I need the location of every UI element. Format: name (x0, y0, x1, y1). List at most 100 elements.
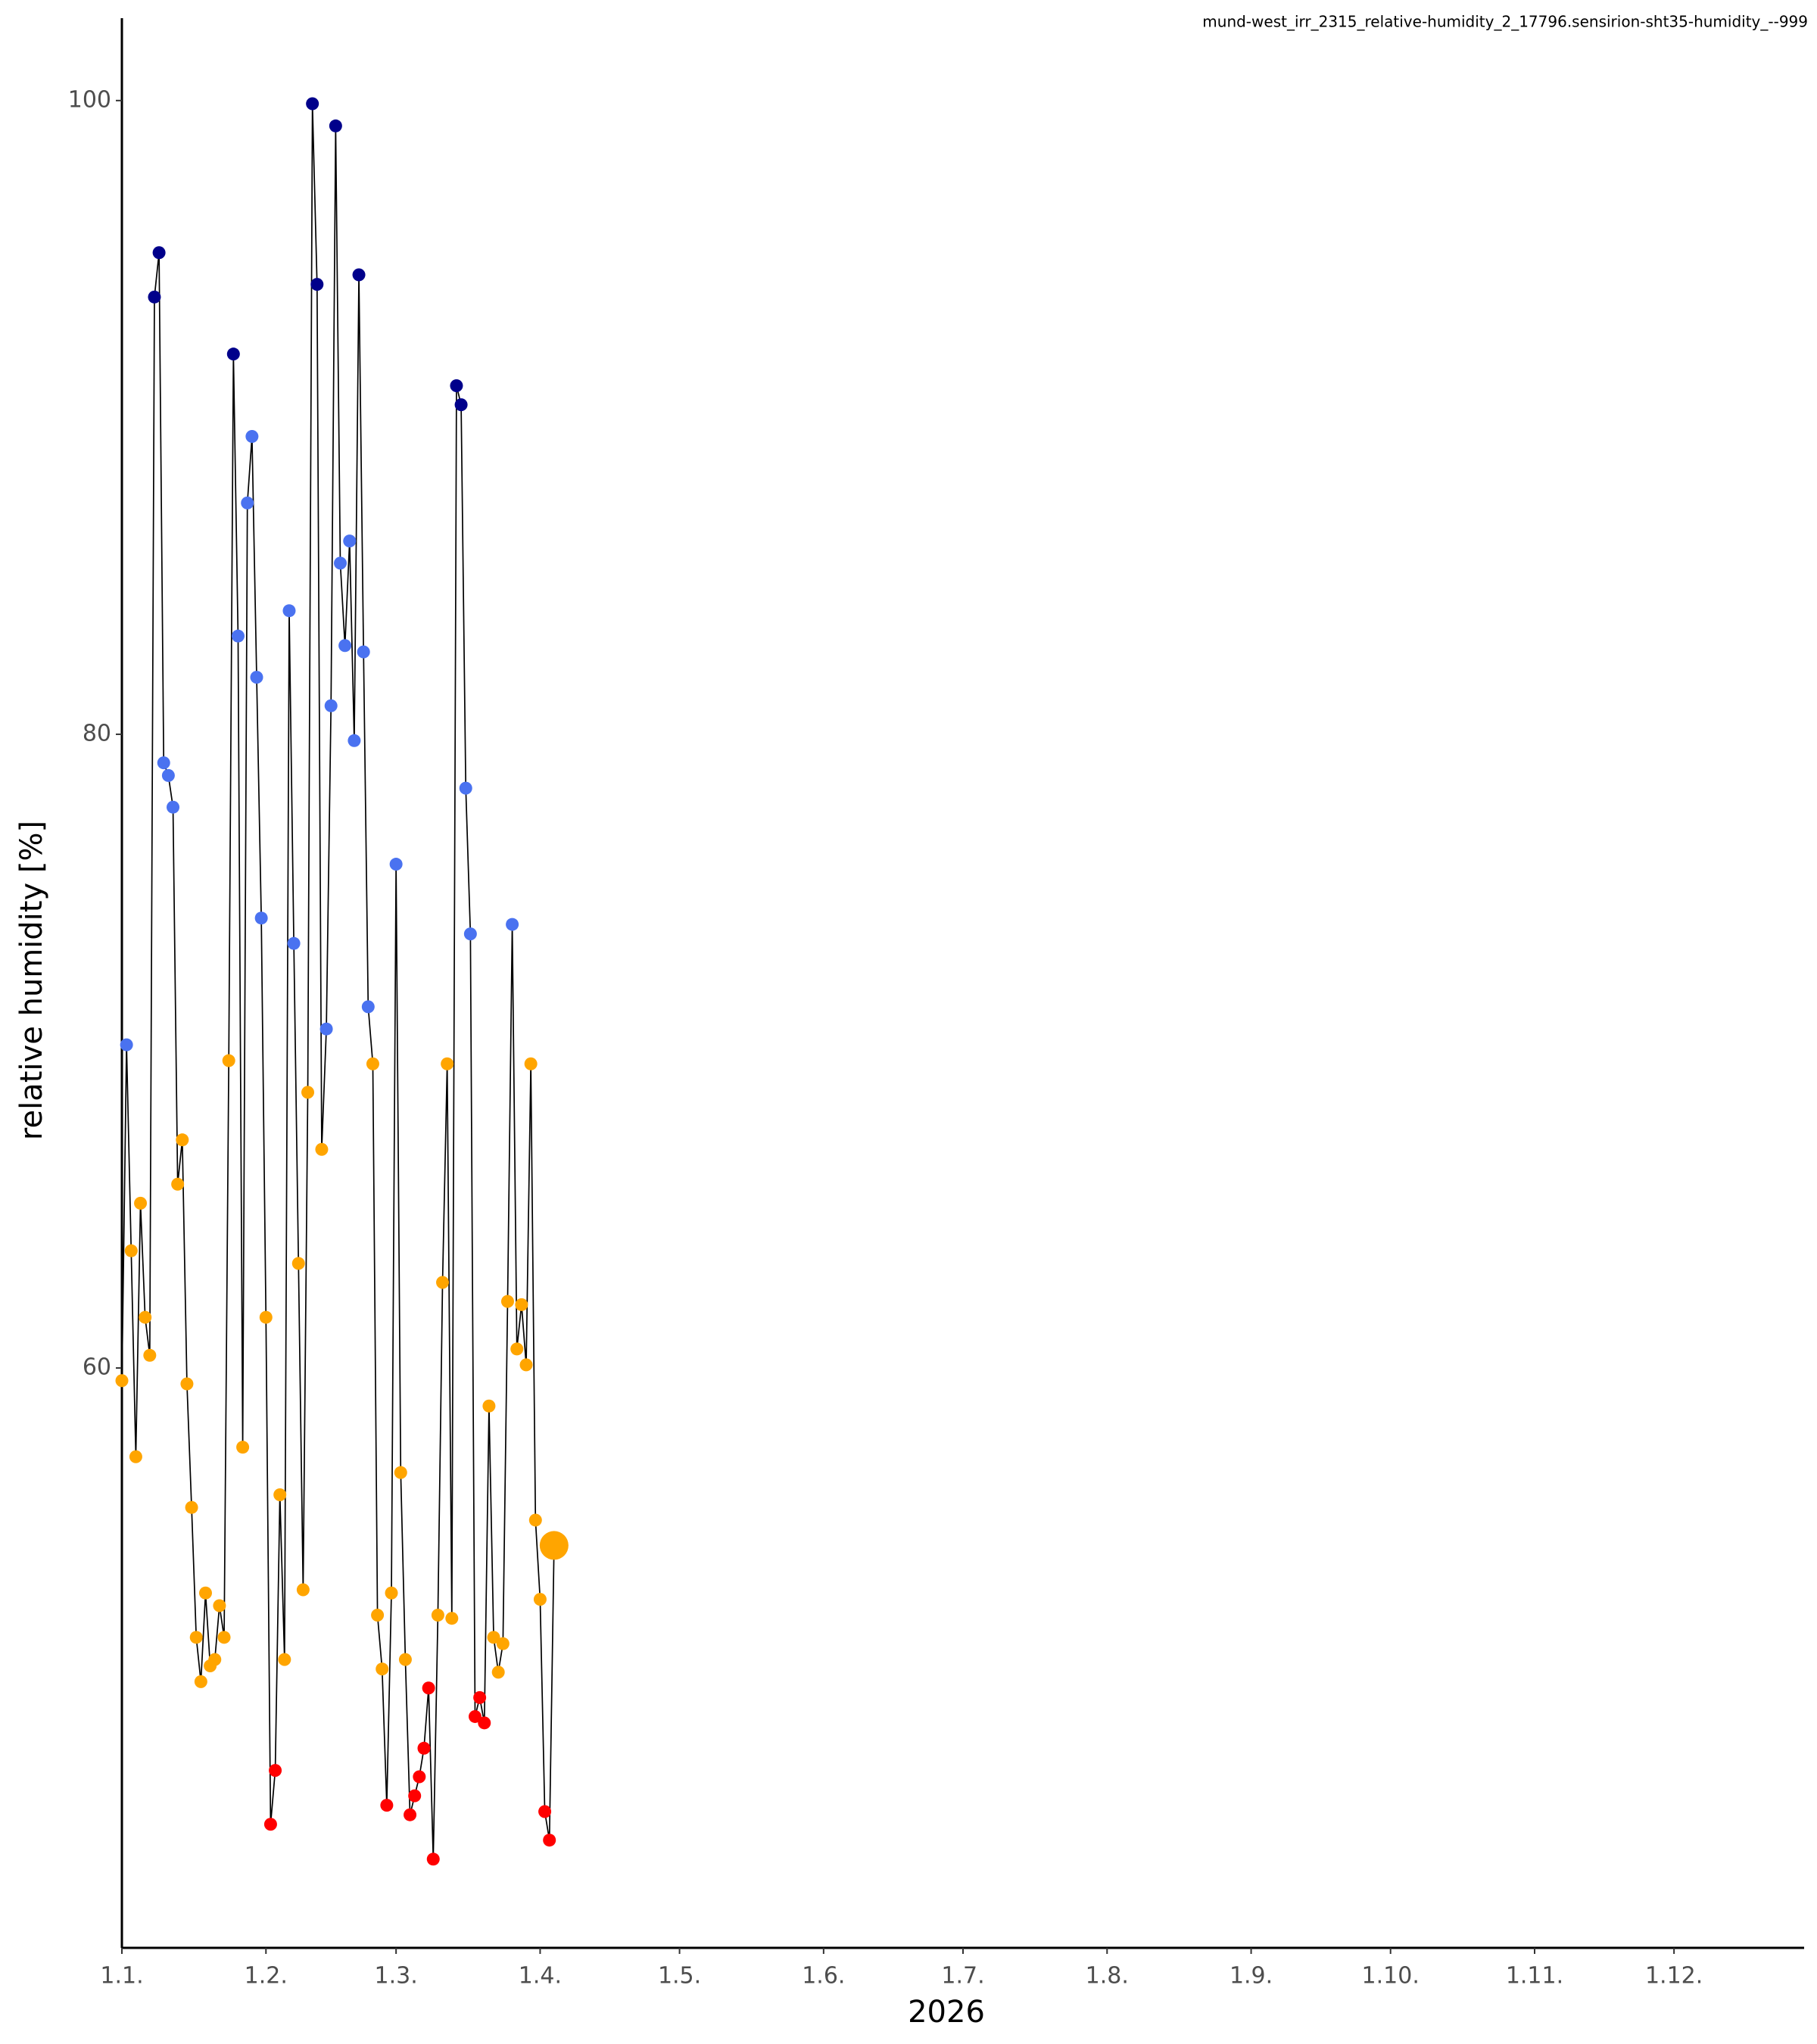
point (250, 671, 263, 684)
y-axis-title: relative humidity [%] (14, 821, 49, 1140)
x-tick-label: 1.12. (1645, 1963, 1703, 1989)
point (296, 1583, 310, 1597)
point (473, 1690, 487, 1704)
highlight-point (539, 1531, 569, 1560)
point (291, 1257, 305, 1270)
x-tick-label: 1.6. (802, 1963, 845, 1989)
x-tick-label: 1.10. (1362, 1963, 1420, 1989)
point (506, 918, 519, 931)
point (459, 781, 472, 795)
point (217, 1631, 231, 1644)
point (454, 398, 468, 412)
point (148, 290, 161, 304)
point (510, 1342, 524, 1356)
point (343, 534, 357, 548)
x-tick-label: 1.4. (519, 1963, 562, 1989)
point (445, 1612, 459, 1625)
point (376, 1662, 389, 1676)
point (161, 768, 175, 782)
point (482, 1399, 496, 1413)
point (348, 734, 361, 747)
point (180, 1377, 194, 1391)
x-tick-label: 1.2. (245, 1963, 288, 1989)
point (222, 1054, 235, 1067)
point (389, 858, 403, 871)
point (245, 429, 259, 443)
x-tick-label: 1.8. (1086, 1963, 1129, 1989)
point (282, 604, 296, 618)
point (329, 119, 342, 132)
point (198, 1586, 212, 1600)
point (152, 246, 166, 260)
point (385, 1586, 398, 1600)
point (306, 97, 319, 111)
point (254, 911, 268, 925)
point (259, 1310, 273, 1324)
point (167, 800, 180, 814)
point (426, 1852, 440, 1866)
point (413, 1770, 426, 1784)
point (226, 347, 240, 361)
point (231, 629, 245, 643)
point (189, 1631, 203, 1644)
point (129, 1450, 142, 1463)
point (208, 1653, 222, 1666)
point (287, 936, 301, 950)
point (263, 1818, 277, 1831)
point (431, 1609, 444, 1622)
y-tick-label: 100 (68, 86, 111, 113)
point (357, 645, 370, 659)
point (500, 1295, 514, 1308)
point (278, 1653, 291, 1666)
point (315, 1142, 329, 1156)
x-tick-label: 1.3. (375, 1963, 418, 1989)
point (319, 1022, 333, 1036)
point (139, 1310, 152, 1324)
x-tick-label: 1.9. (1230, 1963, 1273, 1989)
point (398, 1653, 412, 1666)
point (236, 1441, 250, 1454)
point (528, 1513, 542, 1527)
series-line (121, 103, 555, 1859)
point (361, 1000, 375, 1014)
point (213, 1599, 226, 1612)
x-tick-label: 1.7. (941, 1963, 984, 1989)
point (417, 1741, 431, 1755)
point (491, 1665, 505, 1679)
point (441, 1057, 454, 1070)
point (143, 1348, 157, 1362)
point (366, 1057, 379, 1070)
point (543, 1834, 556, 1847)
point (241, 496, 254, 509)
x-tick-label: 1.11. (1506, 1963, 1563, 1989)
point (519, 1358, 533, 1372)
point (450, 379, 463, 393)
point (194, 1675, 207, 1688)
point (478, 1716, 491, 1730)
point (120, 1038, 133, 1052)
point (338, 639, 352, 653)
x-axis-title: 2026 (908, 1995, 985, 2030)
point (496, 1637, 510, 1650)
point (436, 1276, 450, 1289)
point (422, 1681, 435, 1695)
point (310, 278, 324, 291)
point (380, 1799, 394, 1812)
point (185, 1500, 198, 1514)
point (333, 556, 347, 570)
point (134, 1196, 148, 1210)
point (324, 699, 338, 712)
point (468, 1709, 482, 1723)
chart-title: mund-west_irr_2315_relative-humidity_2_1… (1202, 13, 1808, 31)
point (124, 1244, 138, 1257)
x-tick-label: 1.1. (100, 1963, 143, 1989)
point (404, 1808, 417, 1821)
point (394, 1466, 407, 1479)
point (157, 756, 170, 770)
point (171, 1177, 185, 1191)
point (273, 1488, 287, 1501)
point (301, 1086, 315, 1099)
point (176, 1133, 189, 1147)
